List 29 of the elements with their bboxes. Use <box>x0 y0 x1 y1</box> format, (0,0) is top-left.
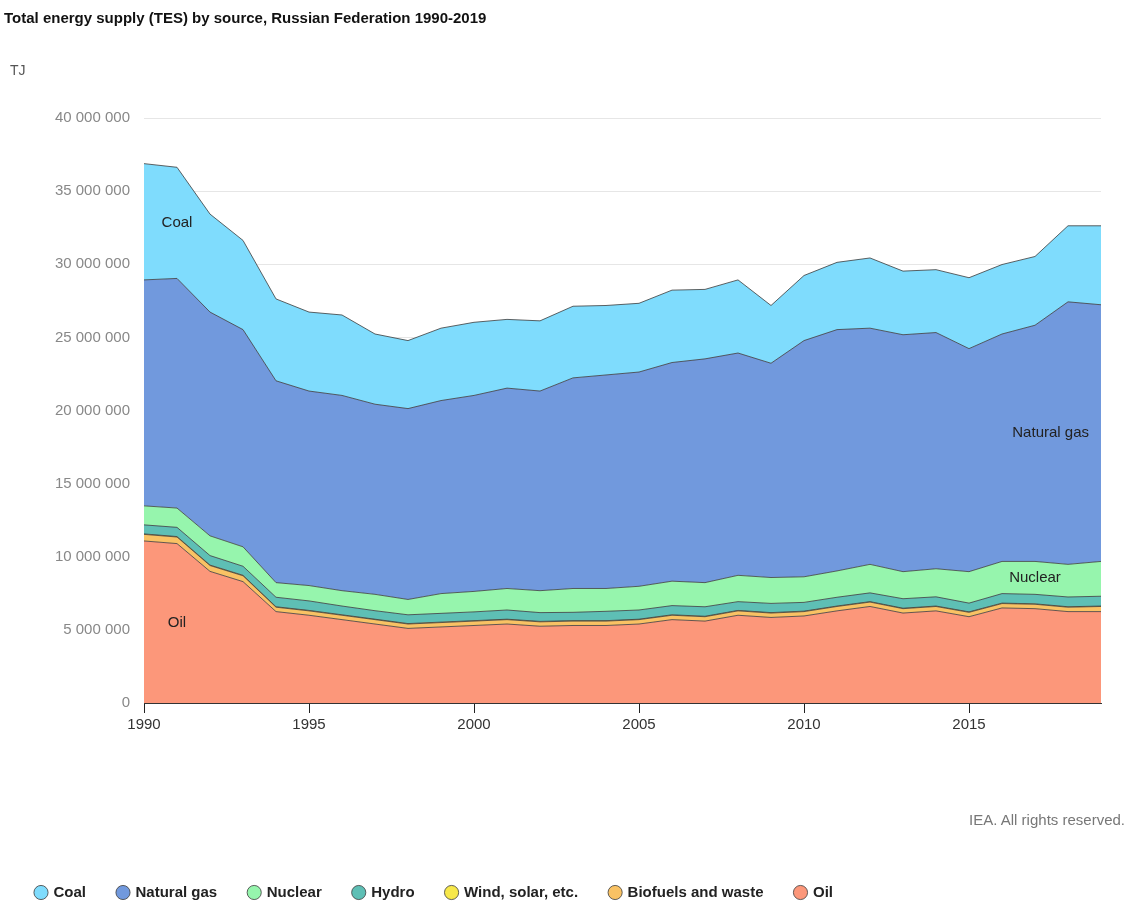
legend-label: Oil <box>812 882 833 900</box>
x-tick-label: 2010 <box>787 715 821 733</box>
x-tick-label: 2005 <box>622 715 656 733</box>
y-tick-label: 25 000 000 <box>54 327 130 345</box>
x-tick-label: 2000 <box>457 715 491 733</box>
text: Coal <box>161 213 193 230</box>
y-tick-label: 0 <box>121 693 130 711</box>
y-tick-label: 35 000 000 <box>54 181 130 199</box>
legend-label: Wind, solar, etc. <box>464 882 579 900</box>
legend-label: Coal <box>53 882 87 900</box>
y-tick-label: 30 000 000 <box>54 254 130 272</box>
chart-title: Total energy supply (TES) by source, Russian Federation 1990-2019 <box>4 9 487 27</box>
legend-label: Nuclear <box>266 882 322 900</box>
legend-label: Hydro <box>371 882 415 900</box>
text: Natural gas <box>1012 423 1090 441</box>
legend-label: Natural gas <box>135 882 218 900</box>
y-axis-title: TJ <box>10 61 26 78</box>
text: IEA. All rights reserved. <box>969 811 1125 829</box>
x-tick-label: 1995 <box>292 715 326 733</box>
y-tick-label: 20 000 000 <box>54 400 130 418</box>
y-tick-label: 10 000 000 <box>54 546 130 564</box>
y-tick-label: 5 000 000 <box>63 620 130 638</box>
x-tick-label: 1990 <box>127 715 161 733</box>
text: Oil <box>167 613 187 631</box>
y-tick-label: 40 000 000 <box>54 108 130 126</box>
text: Nuclear <box>1009 568 1061 586</box>
legend-label: Biofuels and waste <box>627 882 764 900</box>
y-tick-label: 15 000 000 <box>54 473 130 491</box>
x-tick-label: 2015 <box>952 715 986 733</box>
